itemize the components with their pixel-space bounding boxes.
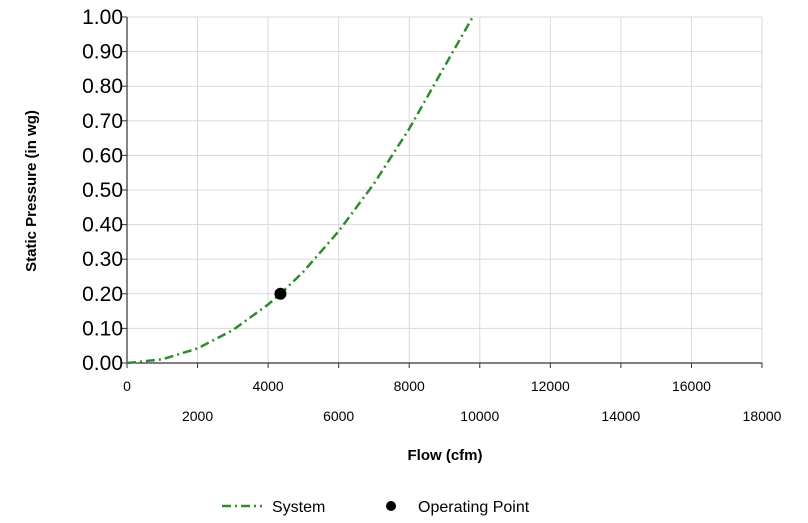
x-tick-label: 14000 — [601, 408, 640, 424]
grid — [127, 16, 763, 363]
y-tick-label: 0.10 — [82, 317, 123, 340]
legend: System Operating Point — [222, 499, 530, 516]
y-tick-label: 0.50 — [82, 179, 123, 202]
y-tick-label: 0.70 — [82, 110, 123, 133]
x-tick-label: 0 — [123, 378, 131, 394]
y-tick-labels: 0.00 0.10 0.20 0.30 0.40 0.50 0.60 0.70 0.80 0.90… — [82, 6, 123, 375]
y-axis-title: Static Pressure (in wg) — [23, 110, 40, 272]
series-layer — [126, 16, 474, 365]
system-curve — [126, 16, 474, 365]
y-tick-label: 1.00 — [82, 6, 123, 29]
x-tick-label: 4000 — [253, 378, 284, 394]
x-tick-label: 10000 — [460, 408, 499, 424]
y-tick-label: 0.30 — [82, 248, 123, 271]
y-tick-label: 0.40 — [82, 214, 123, 237]
x-tick-label: 6000 — [323, 408, 354, 424]
legend-operating-point-marker — [386, 501, 396, 511]
operating-point-marker — [274, 287, 287, 300]
x-tick-label: 12000 — [531, 378, 570, 394]
x-tick-labels: 0 2000 4000 6000 8000 10000 12000 14000 16000 180… — [123, 378, 782, 424]
x-tick-label: 2000 — [182, 408, 213, 424]
legend-operating-point-label: Operating Point — [418, 499, 530, 516]
y-tick-label: 0.90 — [82, 41, 123, 64]
x-axis-title: Flow (cfm) — [408, 447, 483, 464]
y-tick-label: 0.80 — [82, 75, 123, 98]
x-tick-label: 8000 — [394, 378, 425, 394]
y-tick-label: 0.60 — [82, 144, 123, 167]
y-tick-label: 0.00 — [82, 352, 123, 375]
x-tick-label: 18000 — [743, 408, 782, 424]
x-tick-label: 16000 — [672, 378, 711, 394]
y-tick-label: 0.20 — [82, 283, 123, 306]
legend-system-label: System — [272, 499, 325, 516]
axes — [122, 16, 763, 368]
